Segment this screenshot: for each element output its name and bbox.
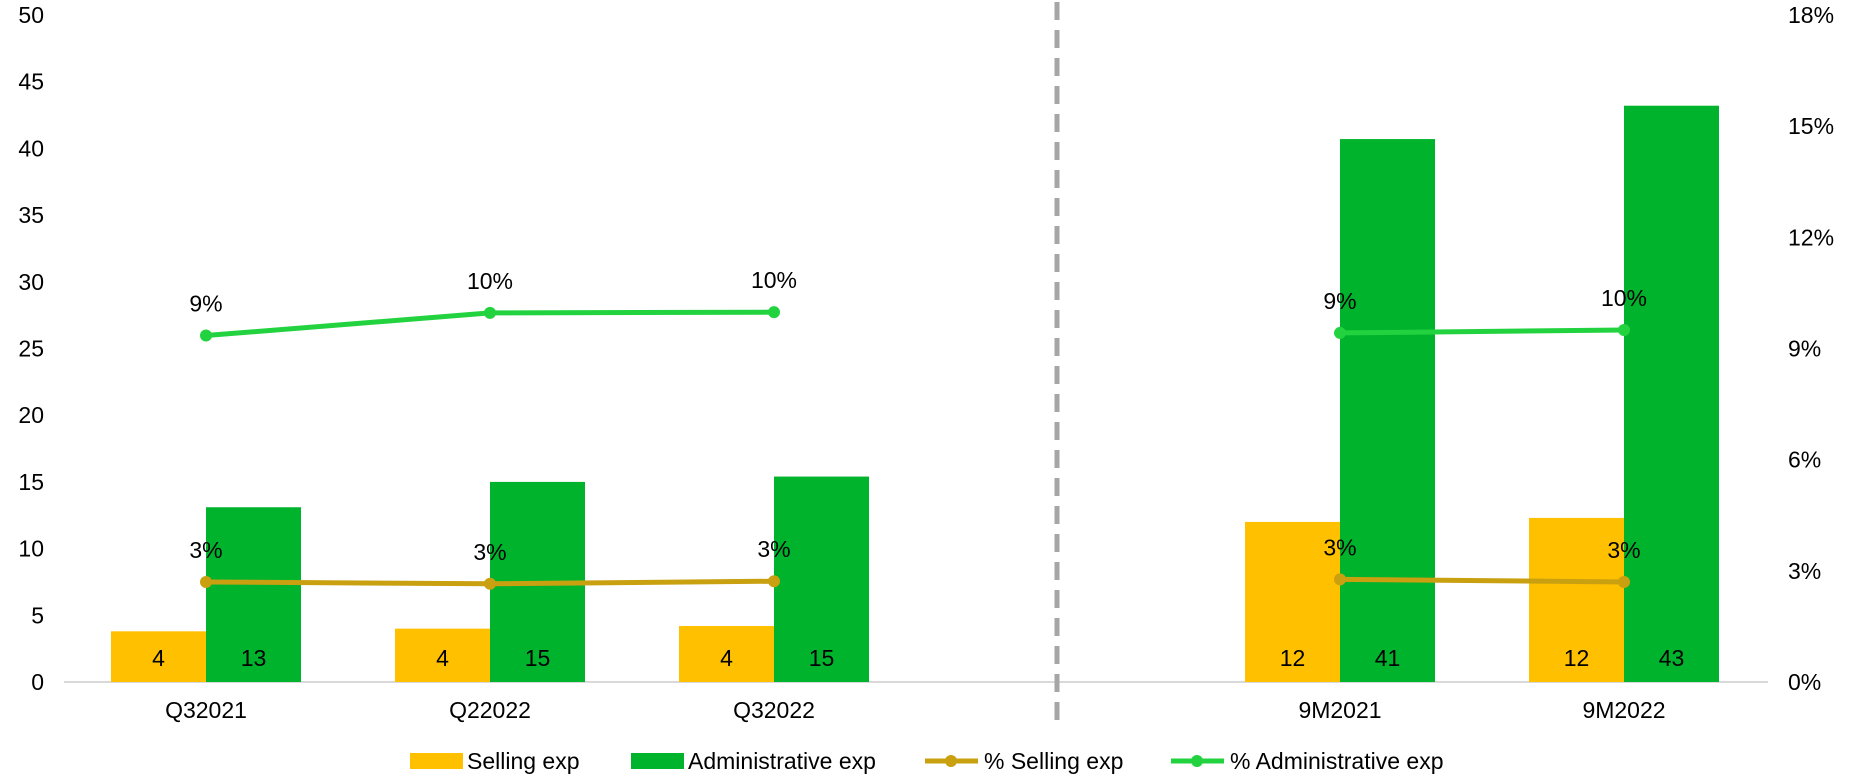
left-axis-tick-label: 25: [18, 336, 44, 362]
line-value-label: 10%: [467, 268, 513, 294]
bar-administrative-exp: [1340, 139, 1435, 682]
left-axis-tick-label: 35: [18, 202, 44, 228]
point-administrative-exp: [768, 306, 780, 319]
category-label: Q32021: [165, 697, 247, 723]
left-axis-tick-label: 10: [18, 536, 44, 562]
bar-selling-exp: [111, 631, 206, 682]
bar-selling-exp: [679, 625, 774, 682]
line-value-label: 3%: [189, 537, 222, 563]
legend-marker: [945, 755, 957, 767]
line-value-label: 3%: [1323, 534, 1356, 560]
line-value-label: 10%: [1601, 285, 1647, 311]
legend-marker: [1191, 755, 1203, 767]
right-axis: 0% 3% 6% 9% 12% 15% 18%: [1788, 2, 1834, 695]
right-axis-tick-label: 18%: [1788, 2, 1834, 28]
point-administrative-exp: [484, 306, 496, 319]
line-value-label: 3%: [757, 536, 790, 562]
point-selling-exp: [484, 577, 496, 590]
bar-selling-exp: [395, 628, 490, 682]
right-axis-tick-label: 15%: [1788, 113, 1834, 139]
left-axis: 0 5 10 15 20 25 30 35 40 45 50: [18, 2, 44, 695]
legend-swatch: [410, 753, 463, 769]
bar-value-label: 4: [152, 645, 165, 671]
bar-administrative-exp: [774, 476, 869, 682]
legend-label: % Administrative exp: [1230, 748, 1443, 774]
legend: Selling exp Administrative exp % Selling e…: [410, 748, 1443, 774]
line-value-label: 9%: [189, 291, 222, 317]
category-label: 9M2022: [1582, 697, 1665, 723]
line-value-label: 3%: [473, 539, 506, 565]
line-value-label: 10%: [751, 267, 797, 293]
legend-swatch: [631, 753, 684, 769]
right-axis-tick-label: 0%: [1788, 669, 1821, 695]
category-label: Q32022: [733, 697, 815, 723]
bar-value-label: 41: [1375, 645, 1401, 671]
x-axis-labels: Q32021 Q22022 Q32022 9M2021 9M2022: [165, 697, 1665, 723]
bar-selling-exp: [1245, 521, 1340, 682]
left-axis-tick-label: 0: [31, 669, 44, 695]
bar-value-label: 15: [809, 645, 835, 671]
line-value-label: 3%: [1607, 537, 1640, 563]
point-selling-exp: [768, 575, 780, 588]
left-axis-tick-label: 40: [18, 135, 44, 161]
bars-layer: 4 4 4 12 12 13 15 15 41 43: [111, 105, 1719, 683]
right-axis-tick-label: 9%: [1788, 336, 1821, 362]
point-selling-exp: [1618, 575, 1630, 588]
left-axis-tick-label: 5: [31, 602, 44, 628]
bar-value-label: 15: [525, 645, 551, 671]
bar-administrative-exp: [1624, 105, 1719, 683]
bar-value-label: 4: [436, 645, 449, 671]
point-administrative-exp: [200, 329, 212, 342]
left-axis-tick-label: 45: [18, 69, 44, 95]
line-administrative-exp: [1339, 327, 1625, 336]
point-administrative-exp: [1334, 326, 1346, 339]
point-administrative-exp: [1618, 323, 1630, 336]
bar-value-label: 4: [720, 645, 733, 671]
point-selling-exp: [200, 575, 212, 588]
bar-value-label: 12: [1564, 645, 1590, 671]
legend-label: Administrative exp: [688, 748, 876, 774]
left-axis-tick-label: 30: [18, 269, 44, 295]
bar-administrative-exp: [206, 507, 301, 682]
right-axis-tick-label: 6%: [1788, 447, 1821, 473]
left-axis-tick-label: 50: [18, 2, 44, 28]
left-axis-tick-label: 20: [18, 402, 44, 428]
lines-layer: 3% 3% 3% 3% 3% 9% 10% 10% 9% 10%: [189, 267, 1647, 590]
bar-value-label: 12: [1280, 645, 1306, 671]
point-selling-exp: [1334, 573, 1346, 586]
category-label: 9M2021: [1298, 697, 1381, 723]
bar-selling-exp: [1529, 517, 1624, 682]
line-selling-exp: [1339, 576, 1625, 585]
category-label: Q22022: [449, 697, 531, 723]
right-axis-tick-label: 12%: [1788, 224, 1834, 250]
bar-value-label: 13: [241, 645, 267, 671]
legend-label: Selling exp: [467, 748, 580, 774]
line-value-label: 9%: [1323, 288, 1356, 314]
bar-value-label: 43: [1659, 645, 1685, 671]
right-axis-tick-label: 3%: [1788, 558, 1821, 584]
left-axis-tick-label: 15: [18, 469, 44, 495]
legend-label: % Selling exp: [984, 748, 1123, 774]
